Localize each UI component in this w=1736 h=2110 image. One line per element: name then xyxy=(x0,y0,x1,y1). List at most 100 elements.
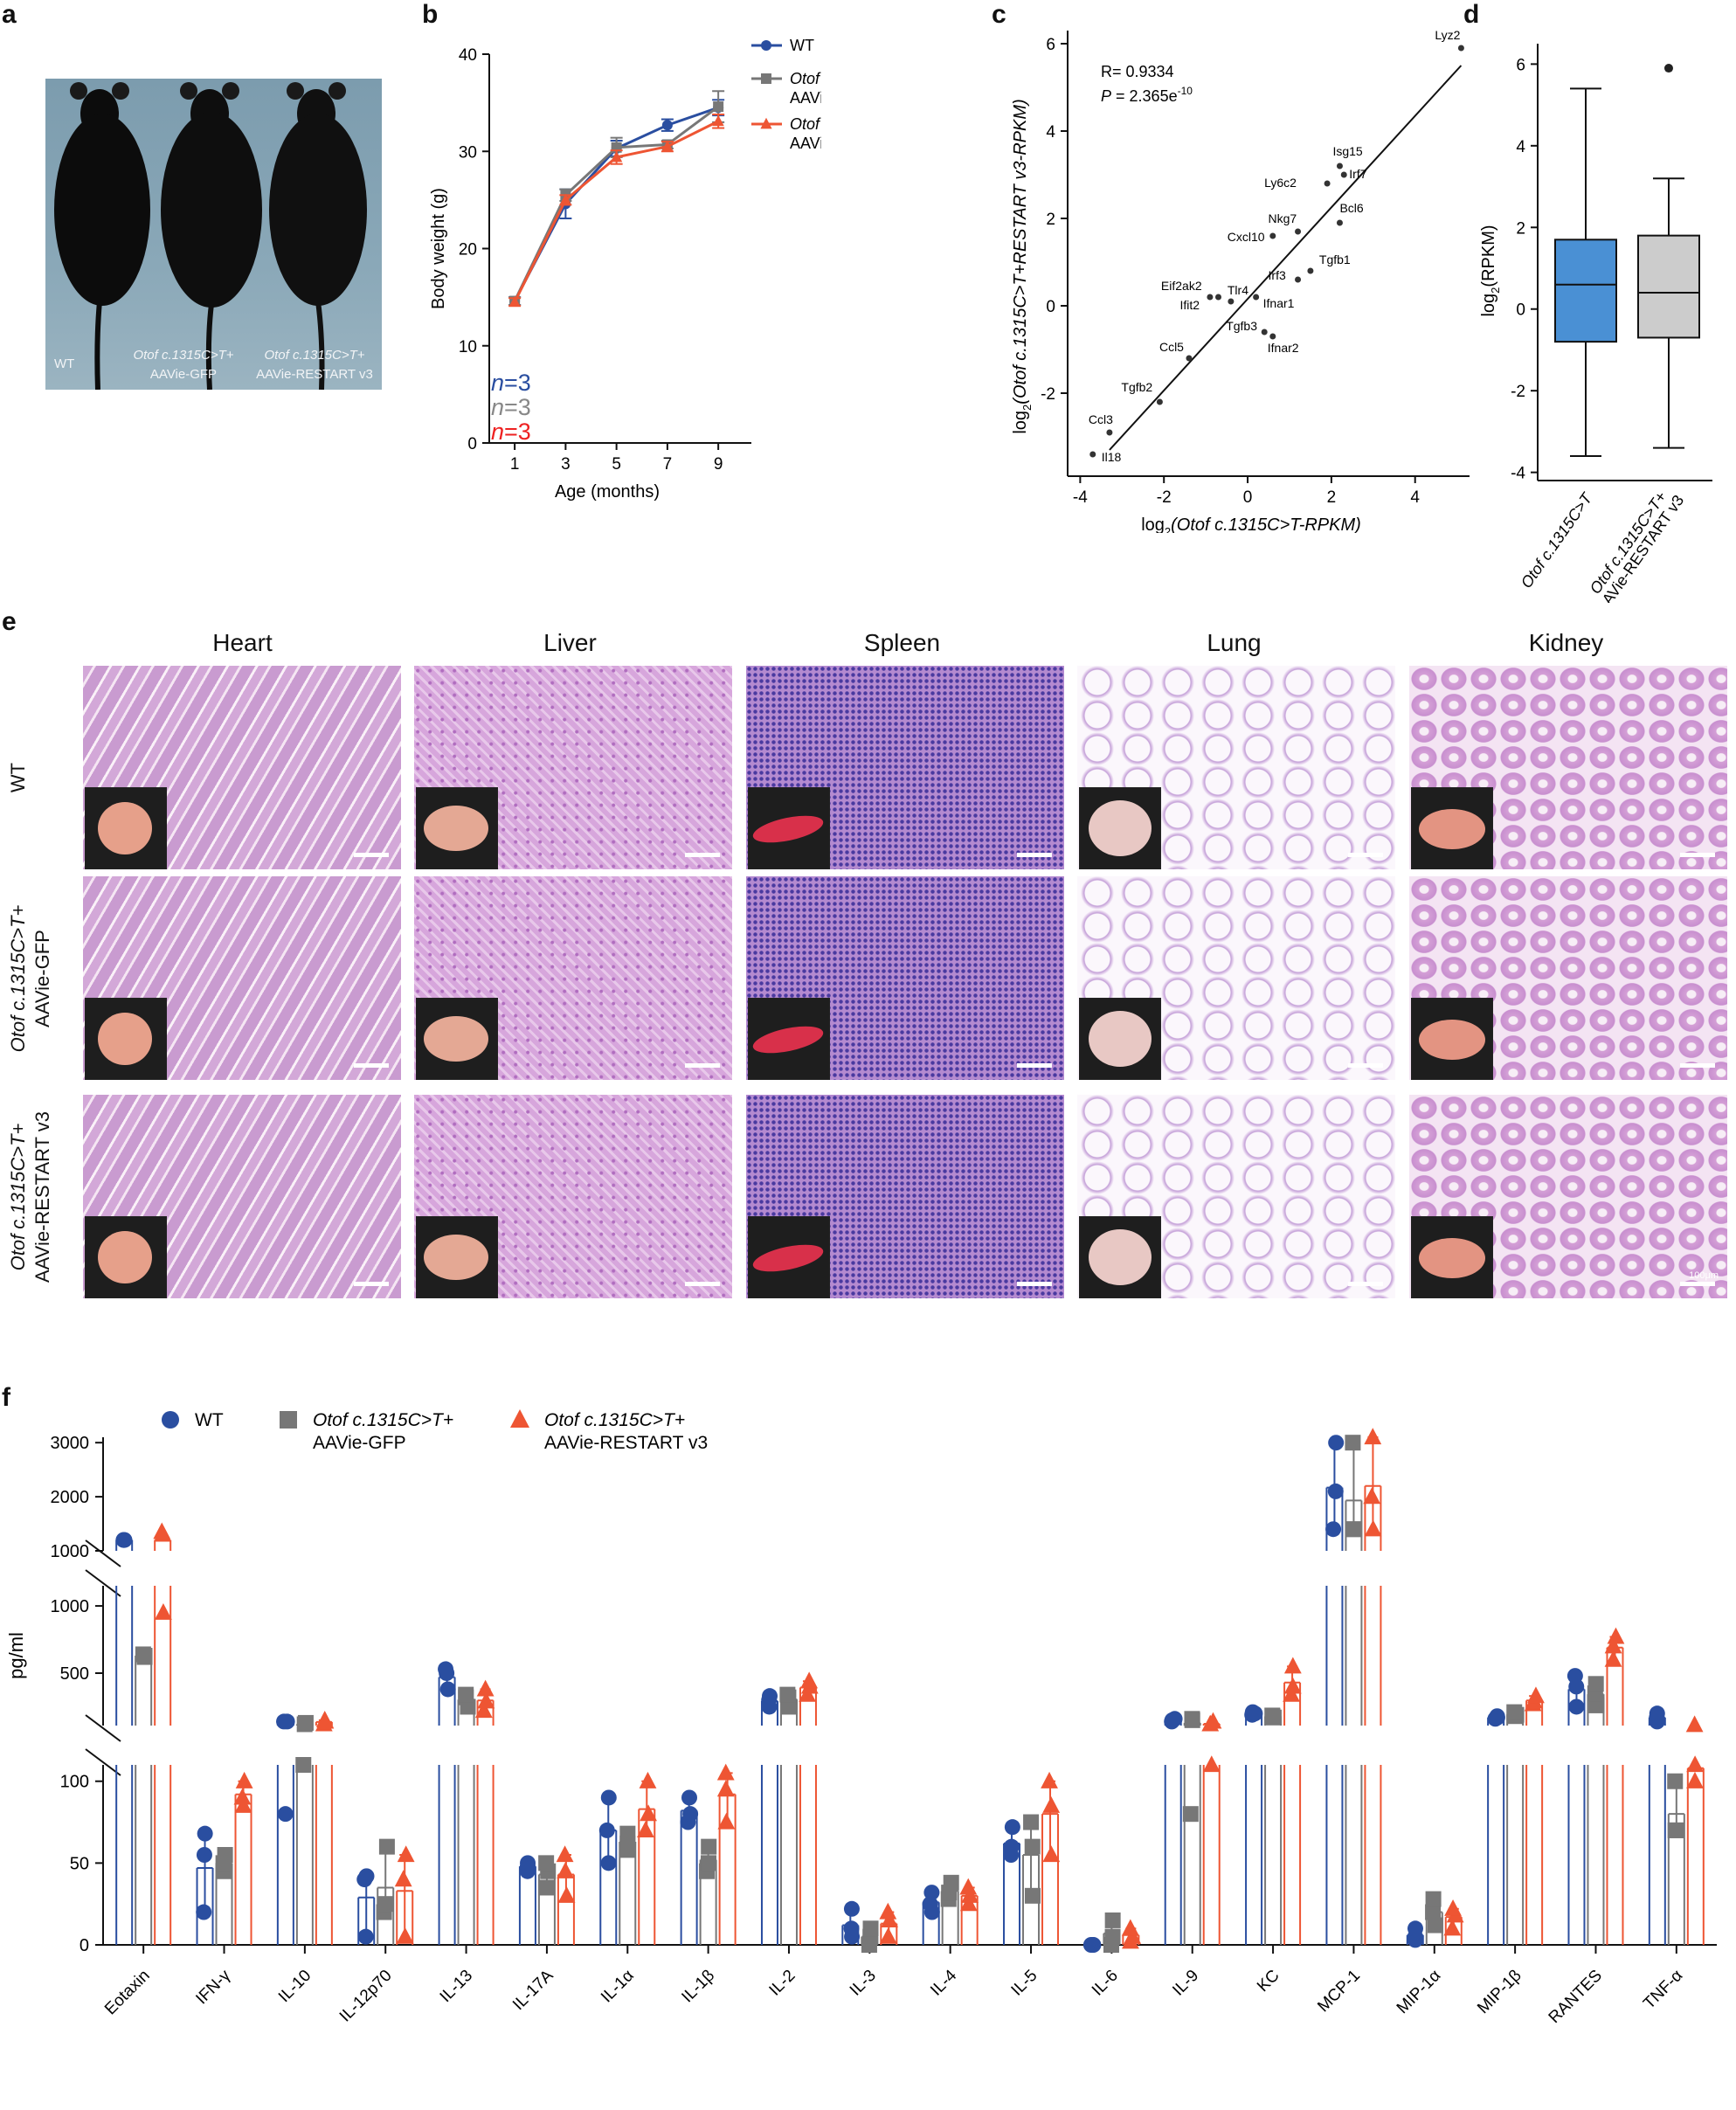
f-x-tick-label: RANTES xyxy=(1546,1967,1606,2027)
organ-photo-inset xyxy=(748,1216,830,1298)
c-point-label: Ccl5 xyxy=(1159,340,1184,354)
f-point xyxy=(762,1688,778,1704)
f-point xyxy=(1025,1888,1041,1904)
organ-shape xyxy=(1419,1238,1485,1278)
c-point xyxy=(1269,233,1276,239)
f-x-tick-label: Eotaxin xyxy=(101,1967,154,2019)
c-y-tick-label: -2 xyxy=(1041,385,1055,404)
scale-bar xyxy=(1348,1282,1383,1286)
c-point-label: Ly6c2 xyxy=(1264,176,1297,190)
f-point xyxy=(879,1903,896,1920)
organ-shape xyxy=(98,1013,152,1065)
f-point xyxy=(1444,1899,1462,1916)
f-point xyxy=(1686,1755,1704,1772)
d-yl-post: (RPKM) xyxy=(1479,225,1498,287)
chart-b-series xyxy=(508,91,724,307)
f-x-tick-label: IL-9 xyxy=(1169,1967,1202,2000)
c-yl-pre: log xyxy=(1011,411,1030,434)
d-y-tick-label: -4 xyxy=(1511,465,1525,483)
chart-c-r-value: R= 0.9334 xyxy=(1101,63,1174,80)
f-point xyxy=(1105,1929,1121,1945)
b-legend-label-line2: AAVie-GFP xyxy=(790,89,821,107)
c-point xyxy=(1262,329,1268,336)
b-n-eq: =3 xyxy=(504,370,531,396)
f-point xyxy=(153,1523,170,1539)
f-y-tick-label: 1000 xyxy=(51,1542,90,1561)
f-legend-marker xyxy=(162,1411,179,1429)
f-point xyxy=(155,1603,172,1620)
f-point xyxy=(378,1896,394,1912)
mouse-label-restart-line1: Otof c.1315C>T+ xyxy=(245,348,384,363)
b-y-tick-label: 30 xyxy=(459,143,477,162)
organ-shape xyxy=(750,1240,826,1276)
histology-tile xyxy=(83,876,401,1080)
b-legend-label: Otof c.1315C>T+ xyxy=(790,115,821,133)
f-point xyxy=(379,1839,395,1855)
chart-b-y-axis-label: Body weight (g) xyxy=(429,188,448,309)
f-legend-label: WT xyxy=(195,1410,224,1430)
b-y-tick-label: 0 xyxy=(467,435,477,453)
f-point xyxy=(701,1855,716,1871)
f-x-tick-label: IL-1α xyxy=(598,1967,638,2007)
f-point xyxy=(682,1806,698,1822)
f-point xyxy=(1122,1919,1139,1935)
d-yl-sub: 2 xyxy=(1489,287,1502,294)
c-point-label: Ifit2 xyxy=(1180,298,1200,312)
organ-photo-inset xyxy=(748,998,830,1080)
row-title-wt: WT xyxy=(7,756,30,799)
c-point-label: Tlr4 xyxy=(1228,283,1248,297)
f-point xyxy=(1667,1774,1683,1789)
f-point xyxy=(844,1920,860,1936)
d-y-tick-label: 0 xyxy=(1516,301,1525,320)
f-point xyxy=(800,1671,818,1688)
f-point xyxy=(1669,1823,1684,1838)
chart-b-n-labels: n=3n=3n=3 xyxy=(491,370,531,445)
c-y-tick-label: 6 xyxy=(1046,36,1055,54)
d-y-tick-label: 2 xyxy=(1516,219,1525,238)
f-point xyxy=(196,1905,211,1920)
col-title-liver: Liver xyxy=(411,629,730,657)
f-point xyxy=(1205,1712,1222,1729)
scale-bar xyxy=(1680,1282,1715,1286)
c-point xyxy=(1295,277,1301,283)
f-x-tick-label: IL-2 xyxy=(766,1967,799,2000)
scale-bar-label: 100μm xyxy=(1689,1270,1719,1281)
c-point-label: Tgfb1 xyxy=(1319,253,1351,266)
f-x-tick-label: IL-6 xyxy=(1089,1967,1122,2000)
f-point xyxy=(717,1764,735,1781)
f-point xyxy=(944,1875,959,1891)
b-legend-marker xyxy=(761,73,771,84)
mouse-label-restart-line2: AAVie-RESTART v3 xyxy=(245,367,384,382)
histology-tile xyxy=(83,666,401,869)
f-point xyxy=(1686,1715,1704,1732)
c-xl-sub: 2 xyxy=(1165,525,1171,533)
chart-b-legend: WTOtof c.1315C>T+AAVie-GFPOtof c.1315C>T… xyxy=(751,37,821,152)
c-point xyxy=(1458,45,1464,52)
organ-photo-inset xyxy=(85,787,167,869)
f-point xyxy=(558,1886,576,1903)
f-point xyxy=(1490,1708,1505,1724)
f-point xyxy=(1041,1772,1058,1788)
c-point-label: Ccl3 xyxy=(1089,412,1113,426)
c-point xyxy=(1337,163,1343,169)
histology-tile xyxy=(414,1095,732,1298)
b-y-tick-label: 40 xyxy=(459,46,477,65)
histology-tile xyxy=(414,876,732,1080)
organ-photo-inset xyxy=(1079,1216,1161,1298)
b-legend-label: Otof c.1315C>T+ xyxy=(790,70,821,87)
c-point xyxy=(1089,452,1096,458)
f-point xyxy=(1365,1519,1382,1536)
c-point-label: Tgfb2 xyxy=(1121,380,1152,394)
c-yl-post: (Otof c.1315C>T+RESTART v3-RPKM) xyxy=(1011,99,1030,404)
row-title-restart-line2: AAVie-RESTART v3 xyxy=(31,1088,54,1306)
f-point xyxy=(438,1661,453,1677)
b-x-tick-label: 1 xyxy=(510,455,520,474)
f-point xyxy=(397,1927,414,1944)
f-point xyxy=(1325,1521,1341,1537)
f-point xyxy=(295,1757,311,1773)
f-point xyxy=(236,1772,253,1788)
b-n-var: n xyxy=(491,370,504,396)
c-point xyxy=(1337,220,1343,226)
f-point xyxy=(1588,1676,1604,1691)
f-y-tick-label: 500 xyxy=(60,1664,89,1684)
